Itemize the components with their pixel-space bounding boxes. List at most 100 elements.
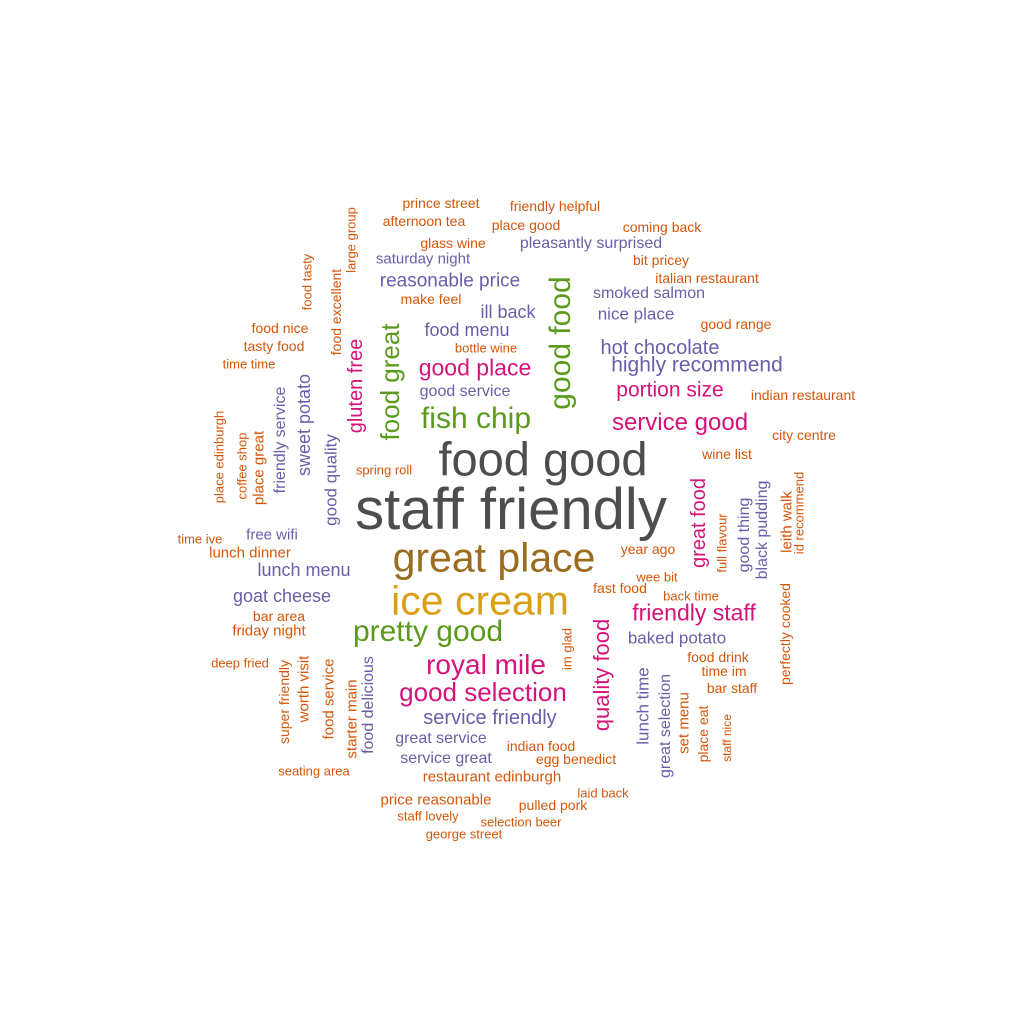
word-indian-food: indian food <box>506 738 576 754</box>
word-perfectly-cooked: perfectly cooked <box>777 583 793 685</box>
word-fish-chip: fish chip <box>420 402 532 435</box>
word-black-pudding: black pudding <box>754 480 771 580</box>
word-pleasantly-surprised: pleasantly surprised <box>519 235 663 252</box>
word-saturday-night: saturday night <box>375 250 471 268</box>
word-wine-list: wine list <box>702 446 752 462</box>
word-place-great: place great <box>250 430 268 506</box>
word-bar-staff: bar staff <box>706 680 758 696</box>
word-food-excellent: food excellent <box>328 268 344 356</box>
word-staff-lovely: staff lovely <box>397 808 459 824</box>
word-egg-benedict: egg benedict <box>535 751 617 767</box>
word-royal-mile: royal mile <box>426 649 546 680</box>
word-pretty-good: pretty good <box>352 615 504 648</box>
word-bottle-wine: bottle wine <box>454 340 518 356</box>
word-reasonable-price: reasonable price <box>379 270 521 292</box>
word-laid-back: laid back <box>577 785 629 801</box>
word-lunch-time: lunch time <box>633 667 653 745</box>
word-time-im: time im <box>701 663 747 679</box>
word-italian-restaurant: italian restaurant <box>655 270 759 286</box>
word-restaurant-edinburgh: restaurant edinburgh <box>422 768 562 786</box>
word-good-place: good place <box>418 354 532 381</box>
word-ice-cream: ice cream <box>391 577 569 624</box>
word-food-great: food great <box>375 323 405 441</box>
word-place-edinburgh: place edinburgh <box>211 410 227 504</box>
word-full-flavour: full flavour <box>714 513 730 573</box>
word-food-drink: food drink <box>687 649 749 665</box>
word-lunch-menu: lunch menu <box>257 560 351 580</box>
word-sweet-potato: sweet potato <box>294 373 314 477</box>
word-coming-back: coming back <box>622 219 702 235</box>
word-time-ive: time ive <box>177 531 223 547</box>
word-food-service: food service <box>320 658 338 740</box>
word-tasty-food: tasty food <box>243 338 305 354</box>
word-staff-friendly: staff friendly <box>355 477 667 542</box>
word-great-food: great food <box>688 477 710 569</box>
word-glass-wine: glass wine <box>420 235 486 251</box>
word-smoked-salmon: smoked salmon <box>592 285 706 302</box>
word-time-time: time time <box>222 356 276 372</box>
word-george-street: george street <box>425 826 503 842</box>
word-free-wifi: free wifi <box>246 526 298 544</box>
word-service-good: service good <box>611 409 749 436</box>
word-bit-pricey: bit pricey <box>632 252 690 268</box>
word-wee-bit: wee bit <box>636 569 678 585</box>
word-good-food: good food <box>544 276 577 410</box>
word-deep-fried: deep fried <box>211 655 269 671</box>
word-coffee-shop: coffee shop <box>234 432 250 500</box>
word-year-ago: year ago <box>620 541 676 557</box>
word-goat-cheese: goat cheese <box>232 586 332 606</box>
word-starter-main: starter main <box>343 679 361 759</box>
word-staff-nice: staff nice <box>720 714 734 762</box>
word-lunch-dinner: lunch dinner <box>209 544 291 562</box>
word-set-menu: set menu <box>675 692 693 754</box>
word-bar-area: bar area <box>252 608 306 624</box>
word-city-centre: city centre <box>772 427 836 443</box>
word-good-range: good range <box>700 316 772 332</box>
word-place-good: place good <box>491 217 561 233</box>
word-place-eat: place eat <box>695 705 711 763</box>
word-super-friendly: super friendly <box>276 659 292 745</box>
word-food-menu: food menu <box>424 320 510 340</box>
word-price-reasonable: price reasonable <box>380 791 492 809</box>
word-friendly-staff: friendly staff <box>632 599 756 626</box>
word-gluten-free: gluten free <box>345 338 367 434</box>
word-seating-area: seating area <box>278 763 350 779</box>
word-id-recommend: id recommend <box>791 471 807 555</box>
word-good-thing: good thing <box>736 497 753 573</box>
word-baked-potato: baked potato <box>627 628 727 648</box>
word-portion-size: portion size <box>616 378 724 402</box>
word-hot-chocolate: hot chocolate <box>600 337 720 359</box>
word-friendly-helpful: friendly helpful <box>509 198 601 214</box>
word-pulled-pork: pulled pork <box>518 797 588 813</box>
word-prince-street: prince street <box>402 195 480 211</box>
word-large-group: large group <box>343 207 359 273</box>
word-im-glad: im glad <box>559 628 575 670</box>
word-back-time: back time <box>663 588 719 604</box>
word-indian-restaurant: indian restaurant <box>750 387 856 403</box>
word-selection-beer: selection beer <box>480 814 562 830</box>
word-great-selection: great selection <box>657 673 674 779</box>
word-great-service: great service <box>395 730 487 747</box>
word-food-delicious: food delicious <box>360 656 377 754</box>
word-food-nice: food nice <box>251 320 309 336</box>
word-ill-back: ill back <box>480 302 536 322</box>
word-worth-visit: worth visit <box>295 655 313 723</box>
word-food-tasty: food tasty <box>299 253 315 311</box>
word-food-good: food good <box>438 432 648 486</box>
word-highly-recommend: highly recommend <box>611 353 783 377</box>
word-fast-food: fast food <box>593 580 647 596</box>
word-good-quality: good quality <box>321 434 341 526</box>
word-nice-place: nice place <box>597 304 675 324</box>
word-good-selection: good selection <box>399 677 567 707</box>
word-make-feel: make feel <box>400 291 462 307</box>
word-service-great: service great <box>400 750 492 767</box>
word-friday-night: friday night <box>232 622 306 640</box>
word-good-service: good service <box>419 383 511 400</box>
word-afternoon-tea: afternoon tea <box>382 213 466 229</box>
word-quality-food: quality food <box>589 618 614 732</box>
word-service-friendly: service friendly <box>423 707 557 729</box>
word-great-place: great place <box>392 534 596 581</box>
word-friendly-service: friendly service <box>272 386 289 494</box>
word-spring-roll: spring roll <box>355 462 413 478</box>
